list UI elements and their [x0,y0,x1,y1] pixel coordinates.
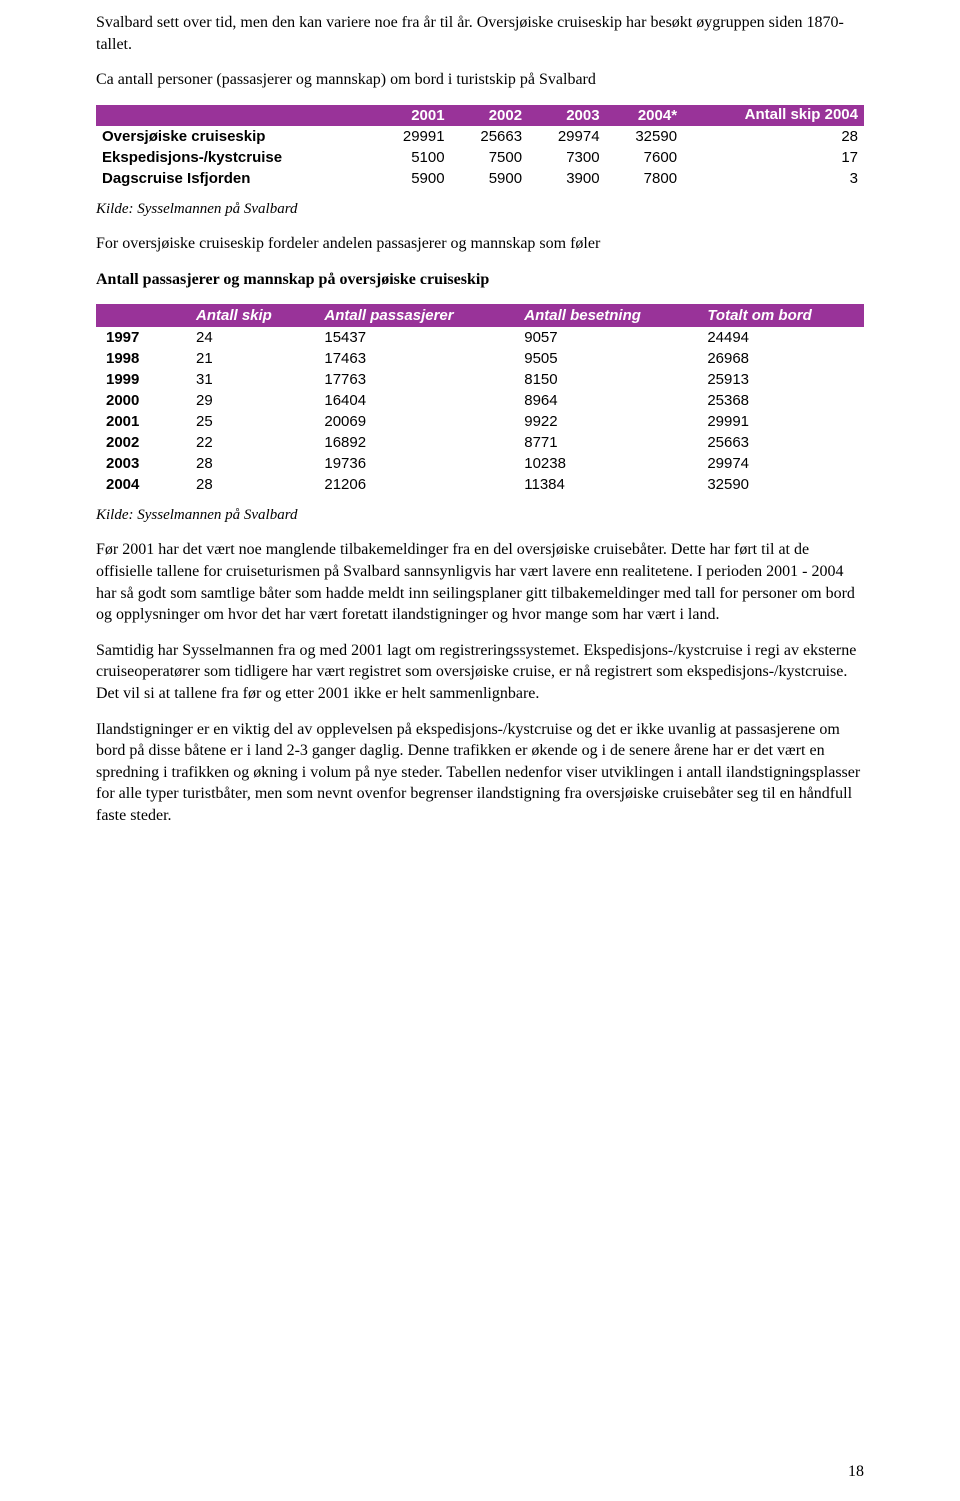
col-2003: 2003 [528,105,605,126]
cell: 16404 [314,390,514,411]
cell: 7600 [606,147,683,168]
cell: 8964 [514,390,697,411]
cell: 5900 [451,168,528,189]
cell: 17763 [314,369,514,390]
table-turistskip: 2001 2002 2003 2004* Antall skip 2004 Ov… [96,105,864,189]
cell: 20069 [314,411,514,432]
cell: 10238 [514,453,697,474]
table-row: 2002 22 16892 8771 25663 [96,432,864,453]
col-2002: 2002 [451,105,528,126]
cell: 17 [683,147,864,168]
cell: 3900 [528,168,605,189]
table-row: Ekspedisjons-/kystcruise 5100 7500 7300 … [96,147,864,168]
cell: 7300 [528,147,605,168]
cell: 24 [186,327,314,348]
cell: 25 [186,411,314,432]
cell: 26968 [697,348,864,369]
cell: 11384 [514,474,697,495]
col-totalt-om-bord: Totalt om bord [697,304,864,327]
cell: 16892 [314,432,514,453]
col-antall-skip-2004: Antall skip 2004 [683,105,864,126]
paragraph-samtidig: Samtidig har Sysselmannen fra og med 200… [96,640,864,705]
table-row: Dagscruise Isfjorden 5900 5900 3900 7800… [96,168,864,189]
cell: 5900 [373,168,450,189]
table1-heading: Ca antall personer (passasjerer og manns… [96,69,864,91]
cell: 9505 [514,348,697,369]
year: 1997 [96,327,186,348]
cell: 8150 [514,369,697,390]
table-row: 2003 28 19736 10238 29974 [96,453,864,474]
cell: 25913 [697,369,864,390]
table-header-blank [96,304,186,327]
cell: 28 [683,126,864,147]
table-row: 1998 21 17463 9505 26968 [96,348,864,369]
cell: 29974 [697,453,864,474]
table2-heading: Antall passasjerer og mannskap på oversj… [96,269,864,291]
cell: 29991 [697,411,864,432]
cell: 28 [186,453,314,474]
cell: 31 [186,369,314,390]
cell: 25663 [697,432,864,453]
page-number: 18 [848,1463,864,1481]
table-header-blank [96,105,373,126]
year: 1999 [96,369,186,390]
cell: 22 [186,432,314,453]
table-row: 2004 28 21206 11384 32590 [96,474,864,495]
cell: 15437 [314,327,514,348]
table-row: 2001 25 20069 9922 29991 [96,411,864,432]
cell: 3 [683,168,864,189]
cell: 25663 [451,126,528,147]
source-note-1: Kilde: Sysselmannen på Svalbard [96,199,864,219]
cell: 9057 [514,327,697,348]
col-2001: 2001 [373,105,450,126]
cell: 32590 [606,126,683,147]
cell: 7800 [606,168,683,189]
source-note-2: Kilde: Sysselmannen på Svalbard [96,505,864,525]
year: 1998 [96,348,186,369]
col-antall-besetning: Antall besetning [514,304,697,327]
row-label: Oversjøiske cruiseskip [96,126,373,147]
table-row: 1999 31 17763 8150 25913 [96,369,864,390]
col-2004: 2004* [606,105,683,126]
year: 2002 [96,432,186,453]
cell: 21 [186,348,314,369]
cell: 29 [186,390,314,411]
row-label: Ekspedisjons-/kystcruise [96,147,373,168]
col-antall-skip: Antall skip [186,304,314,327]
year: 2004 [96,474,186,495]
cell: 17463 [314,348,514,369]
cell: 24494 [697,327,864,348]
table-row: 1997 24 15437 9057 24494 [96,327,864,348]
cell: 32590 [697,474,864,495]
table-header-row: 2001 2002 2003 2004* Antall skip 2004 [96,105,864,126]
page: Svalbard sett over tid, men den kan vari… [0,0,960,1501]
cell: 29991 [373,126,450,147]
cell: 19736 [314,453,514,474]
cell: 25368 [697,390,864,411]
cell: 29974 [528,126,605,147]
cell: 28 [186,474,314,495]
paragraph-ilandstigninger: Ilandstigninger er en viktig del av oppl… [96,719,864,827]
table-header-row: Antall skip Antall passasjerer Antall be… [96,304,864,327]
cell: 21206 [314,474,514,495]
cell: 9922 [514,411,697,432]
year: 2003 [96,453,186,474]
cell: 8771 [514,432,697,453]
year: 2001 [96,411,186,432]
col-antall-passasjerer: Antall passasjerer [314,304,514,327]
table-row: 2000 29 16404 8964 25368 [96,390,864,411]
year: 2000 [96,390,186,411]
table-oversjoiske: Antall skip Antall passasjerer Antall be… [96,304,864,495]
intro-paragraph: Svalbard sett over tid, men den kan vari… [96,12,864,55]
row-label: Dagscruise Isfjorden [96,168,373,189]
paragraph-fordeler: For oversjøiske cruiseskip fordeler ande… [96,233,864,255]
cell: 5100 [373,147,450,168]
table-row: Oversjøiske cruiseskip 29991 25663 29974… [96,126,864,147]
paragraph-for2001: Før 2001 har det vært noe manglende tilb… [96,539,864,625]
cell: 7500 [451,147,528,168]
